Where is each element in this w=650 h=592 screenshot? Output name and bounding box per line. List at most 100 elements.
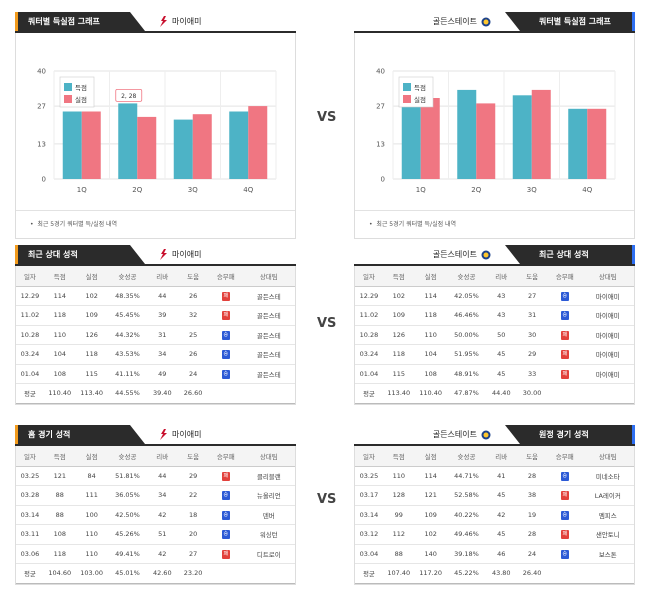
table-cell: 미네소타: [581, 466, 634, 486]
table-cell: 126: [75, 325, 108, 345]
table-cell: 109: [382, 305, 415, 326]
result-cell: 승: [547, 286, 582, 306]
score-bar: [62, 111, 82, 179]
miami-quarter-graph-panel: 쿼터별 득실점 그래프 마이애미 0 13 27 40 1Q 2Q 3Q 4Q 득점 실점 2, 2…: [15, 12, 296, 239]
table-cell: 49.46%: [446, 524, 487, 545]
result-badge: 승: [560, 510, 569, 520]
legend-label: 실점: [75, 95, 87, 104]
result-cell: 패: [547, 364, 582, 384]
result-badge: 승: [221, 330, 230, 340]
table-cell: 27: [177, 544, 209, 564]
column-header: 상대팀: [581, 266, 634, 287]
table-cell: 39: [147, 305, 178, 326]
result-cell: 승: [547, 544, 582, 564]
result-badge: 승: [221, 491, 230, 501]
column-header: 도움: [516, 446, 548, 467]
table-cell: 115: [75, 364, 108, 384]
table-cell: 118: [382, 344, 415, 365]
table-cell: 49: [147, 364, 178, 384]
miami-heat-logo-icon: [160, 249, 167, 260]
table-cell: 12.29: [16, 286, 44, 306]
team-label: 마이애미: [155, 12, 201, 31]
table-cell: 43: [486, 286, 517, 306]
average-cell: 44.40: [486, 383, 517, 404]
table-cell: 50.00%: [446, 325, 487, 345]
table-cell: 108: [43, 524, 76, 545]
table-row: 03.14 88 100 42.50% 42 18 승 덴버: [16, 505, 295, 525]
table-cell: 마이애미: [581, 344, 634, 365]
table-cell: 마이애미: [581, 305, 634, 326]
x-tick-label: 3Q: [527, 186, 537, 194]
table-cell: 88: [382, 544, 415, 564]
header-divider: [354, 31, 635, 33]
table-cell: 45: [486, 485, 517, 506]
stats-table-wrap: 일자 득점 실점 슛성공 리바 도움 승무패 상대팀 03.25 121 84 51.81% 44 29 패…: [15, 446, 296, 585]
table-cell: 44.71%: [446, 466, 487, 486]
table-cell: 디트로이: [242, 544, 295, 564]
table-row: 03.06 118 110 49.41% 42 27 패 디트로이: [16, 544, 295, 564]
table-cell: 44: [147, 286, 178, 306]
table-cell: 45.45%: [107, 305, 148, 326]
table-cell: 108: [414, 364, 447, 384]
table-cell: 104: [414, 344, 447, 365]
lose-bar: [81, 111, 101, 179]
column-header: 실점: [75, 266, 108, 287]
team-name: 마이애미: [172, 430, 202, 439]
table-cell: 29: [516, 344, 548, 365]
x-tick-label: 4Q: [582, 186, 592, 194]
table-cell: 118: [75, 344, 108, 365]
team-label: 골든스테이트: [433, 12, 495, 31]
table-cell: 114: [43, 286, 76, 306]
column-header: 도움: [177, 446, 209, 467]
panel-header: 골든스테이트 쿼터별 득실점 그래프: [354, 12, 635, 31]
result-cell: 패: [547, 325, 582, 345]
column-header: 승무패: [208, 446, 243, 467]
table-row: 12.29 102 114 42.05% 43 27 승 마이애미: [355, 286, 634, 306]
column-header: 실점: [414, 266, 447, 287]
column-header: 승무패: [208, 266, 243, 287]
table-cell: 48.91%: [446, 364, 487, 384]
team-name: 골든스테이트: [432, 430, 477, 439]
average-cell: 42.60: [147, 563, 178, 584]
vs-label: VS: [317, 110, 337, 125]
warriors-logo-icon: [481, 430, 491, 439]
panel-title: 최근 상대 성적: [15, 245, 145, 264]
legend-swatch: [64, 83, 72, 91]
result-badge: 승: [221, 369, 230, 379]
column-header: 리바: [486, 446, 517, 467]
table-row: 03.14 99 109 40.22% 42 19 승 멤피스: [355, 505, 634, 525]
result-badge: 승: [560, 311, 569, 321]
table-cell: 38: [516, 485, 548, 506]
quarter-chart-box: 0 13 27 40 1Q 2Q 3Q 4Q 득점 실점 2, 28 • 최근 5경기 쿼터별 득/…: [15, 33, 296, 239]
gsw-recent-h2h-panel: 골든스테이트 최근 상대 성적 일자 득점 실점 슛성공 리바 도움 승무패 상대팀 12.29…: [354, 245, 635, 405]
table-cell: 128: [382, 485, 415, 506]
table-cell: 114: [414, 286, 447, 306]
table-cell: 46.46%: [446, 305, 487, 326]
table-cell: 50: [486, 325, 517, 345]
table-cell: 102: [75, 286, 108, 306]
result-badge: 패: [560, 530, 569, 540]
team-label: 골든스테이트: [433, 425, 495, 444]
table-cell: 118: [43, 544, 76, 564]
y-tick-label: 0: [381, 176, 385, 184]
table-cell: 109: [75, 305, 108, 326]
lose-bar: [531, 89, 551, 179]
table-cell: 골든스테: [242, 344, 295, 365]
table-cell: 51.95%: [446, 344, 487, 365]
table-row: 03.24 104 118 43.53% 34 26 승 골든스테: [16, 344, 295, 365]
table-cell: 45: [486, 364, 517, 384]
tooltip-box: [115, 89, 143, 102]
x-tick-label: 3Q: [188, 186, 198, 194]
table-cell: 109: [414, 505, 447, 525]
table-cell: 10.28: [355, 325, 383, 345]
y-tick-label: 27: [376, 103, 385, 111]
table-cell: 118: [43, 305, 76, 326]
y-tick-label: 13: [376, 140, 385, 148]
average-cell: [581, 563, 634, 584]
lose-bar: [192, 114, 212, 179]
result-badge: 승: [221, 350, 230, 360]
average-cell: 45.01%: [107, 563, 148, 584]
score-bar: [173, 119, 193, 179]
miami-heat-logo-icon: [160, 429, 167, 440]
